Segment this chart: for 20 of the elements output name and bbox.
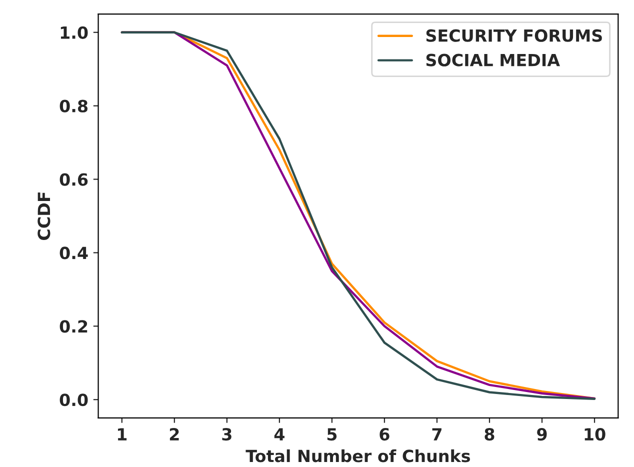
- y-tick-label: 0.6: [60, 173, 88, 186]
- x-tick-label: 8: [484, 428, 494, 441]
- y-tick-label: 1.0: [60, 26, 88, 39]
- x-tick-label: 1: [118, 428, 127, 440]
- x-tick-label: 2: [170, 428, 179, 440]
- x-tick-label: 6: [380, 428, 390, 441]
- x-tick-label: 7: [432, 428, 442, 440]
- legend-label: SECURITY FORUMS: [426, 29, 602, 42]
- y-tick-label: 0.0: [60, 394, 88, 406]
- x-tick-label: 4: [274, 428, 284, 440]
- y-tick-label: 0.2: [60, 320, 88, 333]
- x-tick-label: 9: [537, 428, 547, 441]
- y-axis-title: CCDF: [38, 192, 50, 240]
- legend-label: SOCIAL MEDIA: [426, 54, 560, 66]
- x-tick-label: 5: [327, 428, 337, 441]
- x-axis-title: Total Number of Chunks: [246, 449, 470, 462]
- x-tick-label: 10: [584, 428, 606, 441]
- y-tick-label: 0.4: [60, 246, 88, 260]
- y-tick-label: 0.8: [60, 100, 88, 112]
- x-tick-label: 3: [222, 428, 232, 441]
